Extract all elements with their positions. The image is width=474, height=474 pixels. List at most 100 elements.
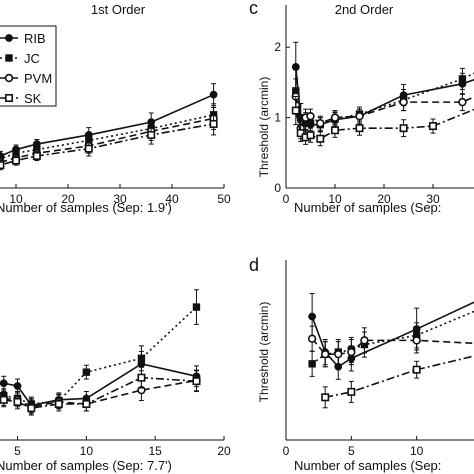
- legend-marker: [5, 94, 14, 103]
- series-line: [295, 96, 474, 131]
- panel-a: 10 20 30 40 50: [0, 83, 231, 206]
- legend-marker: [5, 34, 13, 42]
- legend-marker: [4, 73, 14, 83]
- data-point: [308, 360, 316, 368]
- y-tick-label: 1: [274, 111, 281, 125]
- data-point: [307, 334, 317, 343]
- panel-d-ylabel: Threshold (arcmin): [257, 302, 271, 403]
- panel-c-ylabel: Threshold (arcmin): [257, 77, 271, 178]
- data-point: [13, 382, 22, 390]
- x-tick-label: 10: [80, 444, 94, 458]
- series-sk: [0, 366, 201, 416]
- data-point: [0, 379, 8, 388]
- data-point: [137, 373, 146, 382]
- data-point: [360, 336, 369, 345]
- series-line: [0, 114, 214, 160]
- series-pvm: [307, 325, 474, 368]
- x-tick-label: 50: [217, 192, 231, 206]
- series-sk: [0, 112, 218, 171]
- data-point: [147, 130, 156, 139]
- series-jc: [0, 289, 201, 412]
- panel-a-xlabel: Number of samples (Sep: 1.9'): [0, 200, 172, 215]
- data-point: [192, 377, 201, 386]
- x-tick-label: 20: [61, 192, 75, 206]
- y-tick-label: 0: [274, 181, 281, 195]
- data-point: [355, 112, 364, 121]
- data-point: [209, 90, 218, 99]
- data-point: [13, 397, 22, 406]
- data-point: [412, 365, 421, 374]
- data-point: [330, 126, 339, 135]
- series-line: [0, 117, 214, 164]
- series-line: [3, 362, 197, 407]
- data-point: [321, 349, 330, 359]
- data-point: [209, 119, 218, 128]
- panel-b: 5 10 15 20: [0, 289, 231, 458]
- x-tick-label: 40: [165, 192, 179, 206]
- panel-c-letter: c: [249, 0, 258, 18]
- data-point: [321, 393, 330, 402]
- series-line: [0, 93, 214, 158]
- x-tick-label: 0: [283, 192, 290, 206]
- x-tick-label: 20: [377, 192, 391, 206]
- data-point: [84, 144, 93, 153]
- data-point: [355, 124, 364, 133]
- series-line: [325, 355, 474, 399]
- data-point: [306, 112, 315, 121]
- series-line: [0, 123, 214, 167]
- x-tick-label: 5: [348, 444, 355, 458]
- data-point: [306, 131, 315, 140]
- x-tick-label: 30: [426, 192, 440, 206]
- x-tick-label: 10: [410, 444, 424, 458]
- data-point: [308, 312, 317, 321]
- legend-label: JC: [24, 51, 40, 66]
- data-point: [330, 113, 340, 122]
- data-point: [82, 368, 91, 376]
- series-line: [311, 301, 474, 368]
- data-point: [296, 129, 305, 138]
- panel-b-xlabel: Number of samples (Sep: 7.7'): [0, 458, 172, 473]
- series-rib: [291, 41, 474, 133]
- x-tick-label: 30: [113, 192, 127, 206]
- x-tick-label: 20: [217, 444, 231, 458]
- data-point: [54, 399, 63, 408]
- panel-c: 0 10 20 30 0 1 2: [274, 5, 474, 206]
- data-point: [334, 349, 343, 359]
- data-point: [412, 336, 421, 345]
- data-point: [458, 97, 467, 107]
- x-tick-label: 10: [9, 192, 23, 206]
- series-rib: [308, 292, 474, 380]
- panel-c-xlabel: Number of samples (Sep:: [294, 200, 441, 215]
- series-pvm: [0, 106, 218, 168]
- data-point: [316, 119, 325, 128]
- data-point: [0, 395, 8, 404]
- panel-d-letter: d: [249, 255, 259, 275]
- series-line: [295, 108, 474, 140]
- legend: RIB JC PVM SK: [0, 25, 57, 107]
- series-sk: [291, 96, 474, 147]
- data-point: [399, 97, 408, 107]
- x-tick-label: 5: [14, 444, 21, 458]
- series-sk: [321, 355, 474, 409]
- legend-label: RIB: [24, 31, 46, 46]
- data-point: [192, 303, 201, 311]
- data-point: [428, 122, 437, 131]
- data-point: [399, 124, 408, 133]
- data-point: [347, 387, 356, 396]
- series-line: [295, 72, 474, 126]
- data-point: [82, 399, 91, 408]
- panel-a-title: 1st Order: [91, 2, 146, 17]
- data-point: [316, 134, 325, 143]
- data-point: [291, 106, 300, 115]
- data-point: [12, 156, 21, 165]
- y-tick-label: 2: [274, 40, 281, 54]
- data-point: [27, 404, 36, 413]
- panel-d-xlabel: Number of samples (Sep:: [294, 458, 441, 473]
- data-point: [347, 347, 356, 357]
- x-tick-label: 0: [283, 444, 290, 458]
- data-point: [32, 151, 41, 160]
- data-point: [458, 75, 467, 83]
- series-jc: [308, 310, 474, 377]
- x-tick-label: 15: [148, 444, 162, 458]
